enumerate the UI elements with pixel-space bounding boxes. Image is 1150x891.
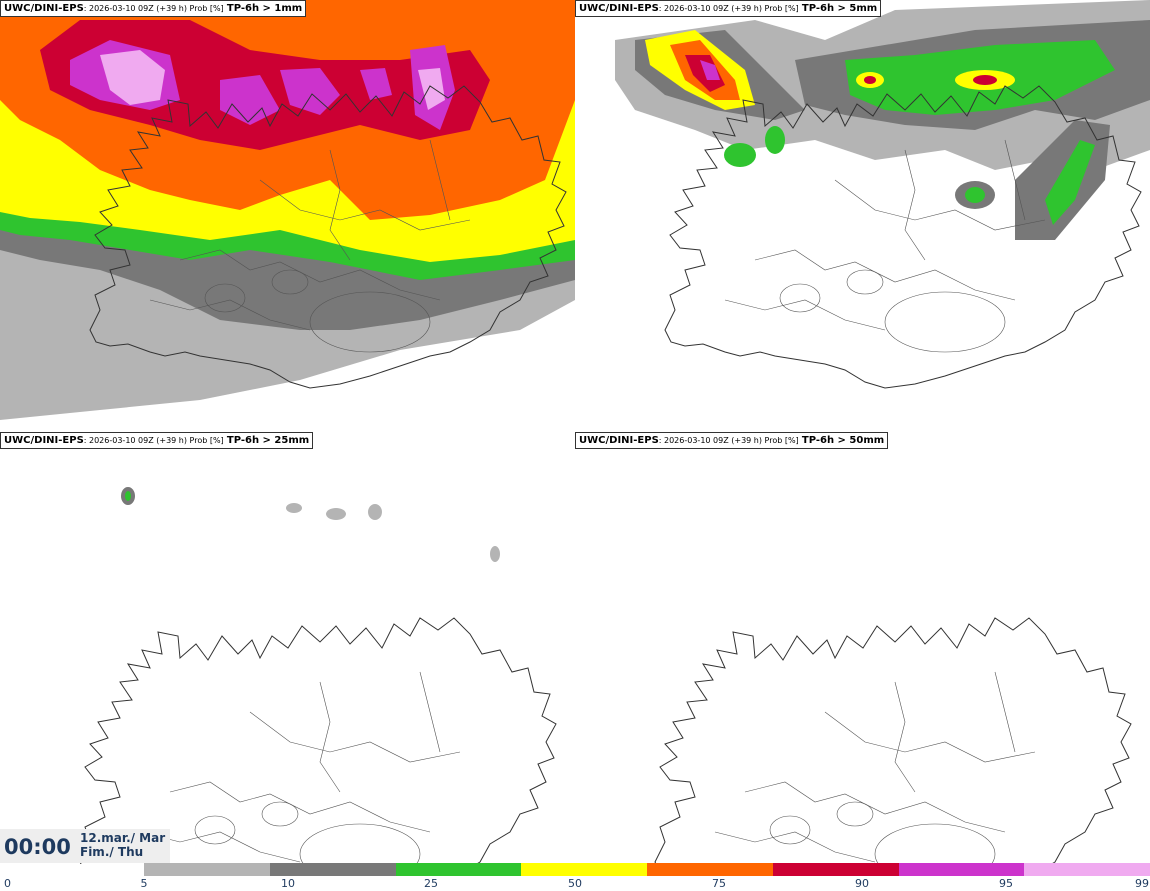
run-info: : 2026-03-10 09Z (+39 h) Prob [%] bbox=[658, 4, 799, 13]
map-panel-1mm: UWC/DINI-EPS: 2026-03-10 09Z (+39 h) Pro… bbox=[0, 0, 575, 432]
colorbar-segment bbox=[1024, 863, 1150, 876]
colorbar-segment bbox=[898, 863, 1025, 876]
colorbar bbox=[144, 863, 1150, 876]
colorbar-segment bbox=[772, 863, 899, 876]
colorbar-tick: 99 bbox=[1135, 877, 1149, 890]
map-panel-5mm: UWC/DINI-EPS: 2026-03-10 09Z (+39 h) Pro… bbox=[575, 0, 1150, 432]
valid-date: 12.mar./ Mar bbox=[80, 831, 166, 845]
model-name: UWC/DINI-EPS bbox=[4, 435, 84, 446]
colorbar-segment bbox=[395, 863, 522, 876]
panel-title: UWC/DINI-EPS: 2026-03-10 09Z (+39 h) Pro… bbox=[575, 432, 889, 449]
probability-map-1mm bbox=[0, 0, 575, 432]
colorbar-tick: 50 bbox=[568, 877, 582, 890]
field-name: TP-6h > 5mm bbox=[801, 3, 878, 14]
run-info: : 2026-03-10 09Z (+39 h) Prob [%] bbox=[658, 436, 799, 445]
model-name: UWC/DINI-EPS bbox=[579, 435, 659, 446]
valid-time-box: 00:00 12.mar./ Mar Fim./ Thu bbox=[0, 829, 170, 863]
panel-title: UWC/DINI-EPS: 2026-03-10 09Z (+39 h) Pro… bbox=[0, 432, 314, 449]
colorbar-tick: 10 bbox=[281, 877, 295, 890]
colorbar-segment bbox=[269, 863, 396, 876]
probability-map-50mm bbox=[575, 432, 1150, 864]
probability-map-5mm bbox=[575, 0, 1150, 432]
panel-title: UWC/DINI-EPS: 2026-03-10 09Z (+39 h) Pro… bbox=[0, 0, 307, 17]
colorbar-segment bbox=[521, 863, 647, 876]
colorbar-tick: 5 bbox=[140, 877, 148, 890]
colorbar-tick: 25 bbox=[424, 877, 438, 890]
model-name: UWC/DINI-EPS bbox=[579, 3, 659, 14]
colorbar-tick: 95 bbox=[999, 877, 1013, 890]
run-info: : 2026-03-10 09Z (+39 h) Prob [%] bbox=[83, 436, 224, 445]
field-name: TP-6h > 50mm bbox=[801, 435, 885, 446]
probability-map-25mm bbox=[0, 432, 575, 864]
colorbar-segment bbox=[144, 863, 270, 876]
model-name: UWC/DINI-EPS bbox=[4, 3, 84, 14]
run-info: : 2026-03-10 09Z (+39 h) Prob [%] bbox=[83, 4, 224, 13]
valid-weekday: Fim./ Thu bbox=[80, 845, 144, 859]
map-panel-50mm: UWC/DINI-EPS: 2026-03-10 09Z (+39 h) Pro… bbox=[575, 432, 1150, 864]
colorbar-tick: 0 bbox=[4, 877, 11, 890]
colorbar-tick: 90 bbox=[855, 877, 869, 890]
colorbar-tick: 75 bbox=[712, 877, 726, 890]
panel-title: UWC/DINI-EPS: 2026-03-10 09Z (+39 h) Pro… bbox=[575, 0, 882, 17]
colorbar-segment bbox=[647, 863, 773, 876]
field-name: TP-6h > 1mm bbox=[226, 3, 303, 14]
valid-time: 00:00 bbox=[4, 835, 71, 859]
map-panel-25mm: UWC/DINI-EPS: 2026-03-10 09Z (+39 h) Pro… bbox=[0, 432, 575, 864]
field-name: TP-6h > 25mm bbox=[226, 435, 310, 446]
